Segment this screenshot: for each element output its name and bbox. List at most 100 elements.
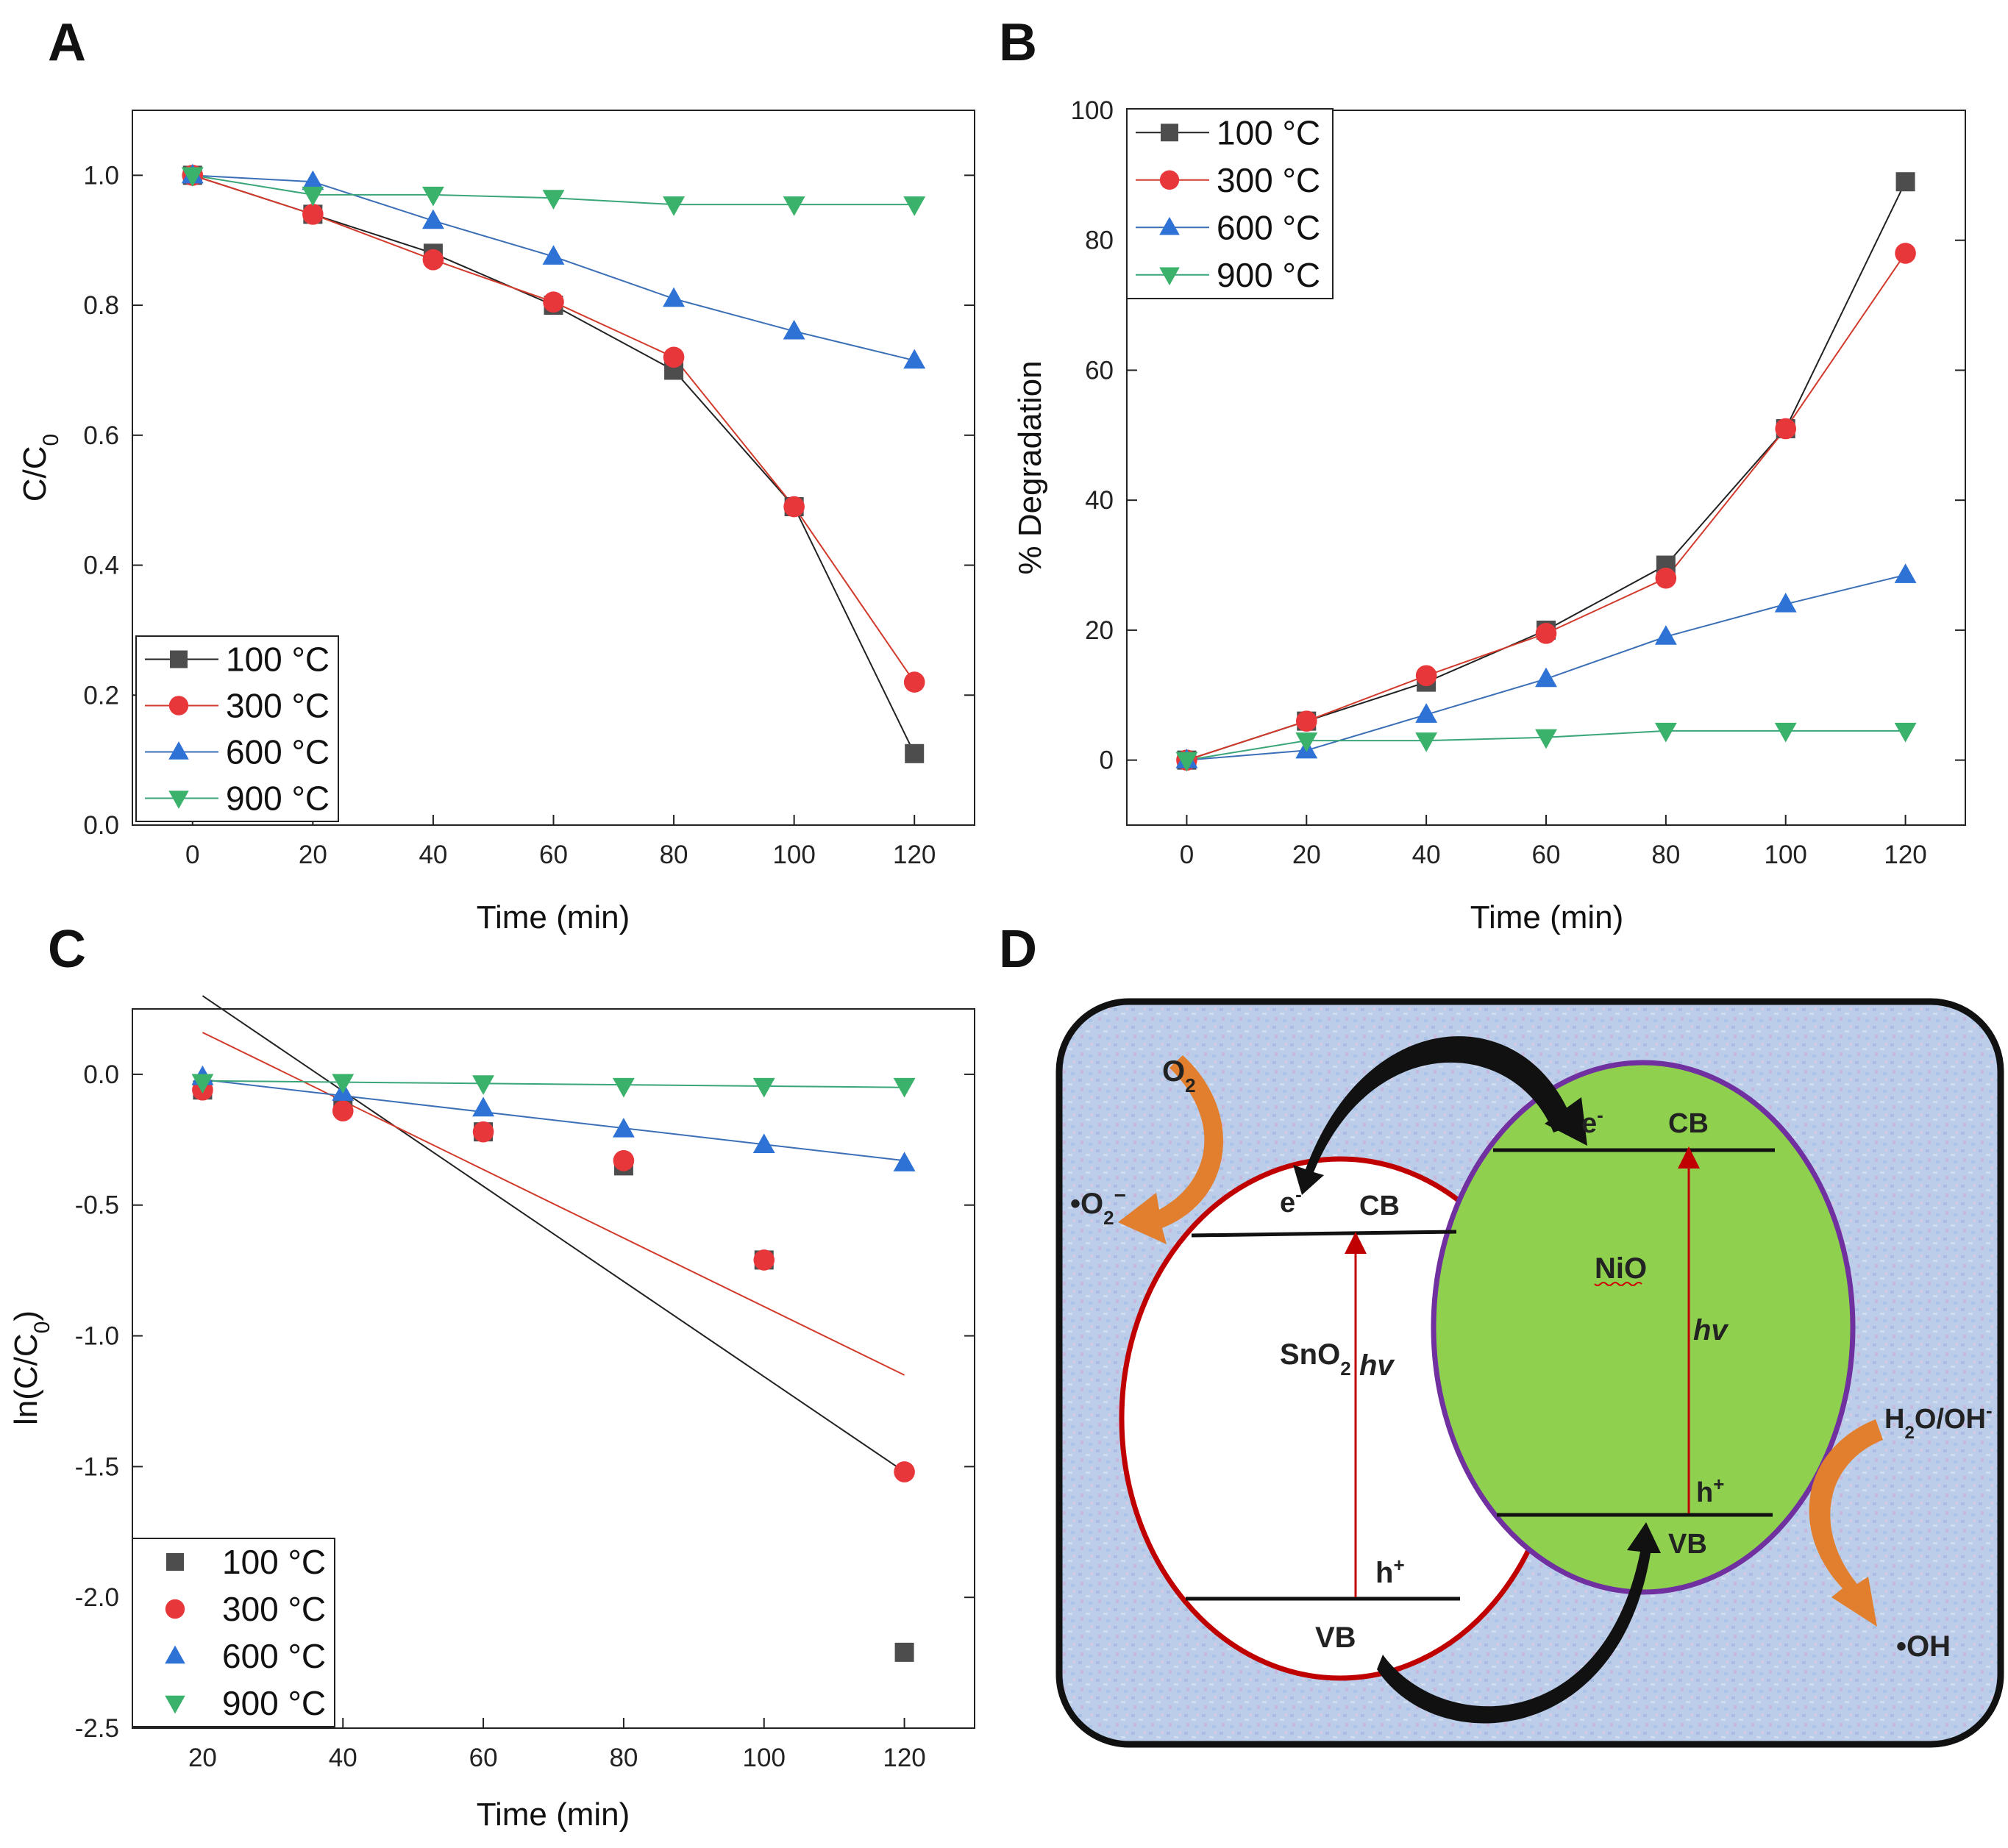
panel-c: C -2.5 -2.0 -1.5 -1.0 -0.5 0.0 20 40 60 80 100 120… [8, 920, 975, 1833]
data-point-300 [1535, 623, 1557, 644]
data-point-900 [191, 1074, 214, 1094]
legend-marker [1159, 216, 1180, 235]
legend-c: 100 °C 300 °C 600 °C 900 °C [132, 1538, 335, 1727]
legend-marker [1159, 170, 1180, 190]
data-point-600 [663, 287, 686, 307]
data-point-900 [421, 186, 444, 207]
sno2-label: SnO2 [1280, 1338, 1351, 1380]
y-tick-label: -1.5 [75, 1452, 119, 1481]
data-point-900 [1774, 722, 1797, 743]
legend-label: 100 °C [1217, 113, 1320, 151]
hydroxyl-label: •OH [1896, 1630, 1951, 1663]
legend-marker [168, 741, 189, 760]
data-point-900 [181, 167, 204, 187]
data-point-300 [894, 1461, 915, 1483]
legend-label: 600 °C [226, 733, 330, 771]
data-point-900 [1175, 752, 1198, 772]
sno2-vb-label: VB [1315, 1622, 1356, 1654]
data-point-900 [752, 1077, 775, 1098]
y-tick-label: 1.0 [83, 161, 119, 190]
x-tick-label: 60 [539, 841, 568, 869]
sno2-cb-line [1191, 1230, 1457, 1238]
data-point-600 [1535, 667, 1557, 688]
fit-line-600 [202, 1079, 905, 1162]
o2-reduction-arrow [1118, 1055, 1223, 1244]
x-tick-label: 60 [469, 1744, 498, 1772]
x-tick-label: 20 [299, 841, 327, 869]
hole-transfer-arrow [1377, 1522, 1661, 1724]
legend-marker [165, 1645, 185, 1664]
x-tick-label: 40 [329, 1744, 357, 1772]
legend-label: 900 °C [1217, 256, 1320, 294]
x-ticks-c: 20 40 60 80 100 120 [188, 1718, 926, 1772]
data-point-300 [1895, 243, 1916, 264]
data-point-300 [1415, 665, 1437, 687]
series-c [191, 1065, 916, 1662]
fit-line-100 [202, 995, 905, 1473]
data-point-300 [332, 1100, 354, 1121]
panel-a: A 0.0 0.2 0.4 0.6 0.8 1.0 0 20 40 60 80 100 120 Tim… [17, 13, 975, 935]
y-tick-label: 100 [1071, 96, 1114, 125]
legend-label: 300 °C [1217, 161, 1320, 199]
x-tick-label: 0 [185, 841, 199, 869]
legend-marker [165, 1599, 185, 1619]
series-a [181, 163, 926, 763]
legend-marker [165, 1695, 185, 1714]
legend-label: 900 °C [226, 779, 330, 818]
x-tick-label: 0 [1180, 841, 1194, 869]
legend-label: 100 °C [222, 1543, 326, 1581]
data-point-600 [1415, 703, 1438, 723]
x-tick-label: 100 [1765, 841, 1807, 869]
data-point-600 [421, 209, 444, 229]
x-tick-label: 20 [1292, 841, 1321, 869]
nio-cb-label: CB [1668, 1108, 1709, 1139]
x-tick-label: 120 [893, 841, 936, 869]
y-tick-label: -0.5 [75, 1191, 119, 1220]
x-ticks-b: 0 20 40 60 80 100 120 [1180, 815, 1927, 869]
data-point-300 [753, 1249, 775, 1271]
y-tick-label: -2.5 [75, 1714, 119, 1743]
data-point-600 [783, 319, 805, 340]
data-point-600 [1654, 625, 1677, 645]
y-tick-label: 0.8 [83, 291, 119, 320]
panel-letter-c: C [48, 920, 86, 979]
data-point-900 [542, 190, 565, 210]
data-point-600 [1774, 592, 1797, 613]
data-point-600 [752, 1133, 775, 1153]
sno2-hole-label: h+ [1375, 1554, 1405, 1589]
y-tick-label: 0.0 [83, 1060, 119, 1089]
x-tick-label: 100 [743, 1744, 786, 1772]
data-point-600 [542, 245, 565, 265]
x-tick-label: 40 [1412, 841, 1441, 869]
data-point-900 [612, 1077, 635, 1098]
legend-marker [168, 696, 189, 716]
sno2-electron-label: e- [1280, 1183, 1302, 1219]
panel-letter-a: A [48, 13, 86, 72]
nio-hv-label: hv [1693, 1314, 1729, 1346]
y-axis-title-a: C/C0 [17, 434, 63, 502]
y-axis-title-b: % Degradation [1012, 360, 1048, 574]
nio-spellcheck-underline [1594, 1282, 1642, 1286]
data-point-900 [783, 196, 805, 216]
data-point-300 [1775, 418, 1797, 440]
superoxide-label: •O2− [1070, 1184, 1126, 1230]
x-tick-label: 60 [1532, 841, 1561, 869]
data-point-100 [894, 1642, 914, 1662]
o2-label: O2 [1162, 1055, 1196, 1096]
y-tick-label: 80 [1085, 226, 1114, 255]
legend-label: 600 °C [222, 1637, 326, 1675]
data-point-900 [332, 1074, 355, 1094]
data-point-300 [903, 671, 925, 693]
data-point-900 [302, 186, 324, 207]
y-axis-title-c: ln(C/C0) [8, 1310, 54, 1425]
legend-box [135, 635, 339, 822]
data-point-300 [302, 204, 324, 225]
legend-marker [1161, 124, 1178, 142]
data-point-600 [903, 349, 926, 369]
y-tick-label: 60 [1085, 356, 1114, 385]
data-point-600 [302, 170, 324, 190]
data-point-300 [783, 496, 805, 518]
x-tick-label: 80 [609, 1744, 638, 1772]
y-tick-label: 0.4 [83, 552, 119, 580]
